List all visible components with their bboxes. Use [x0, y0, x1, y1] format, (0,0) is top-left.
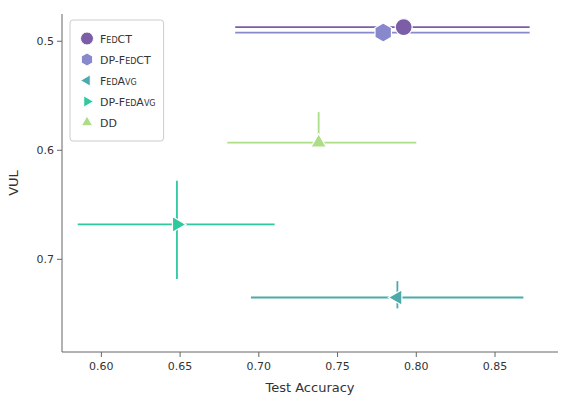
x-tick-label: 0.75: [325, 360, 350, 373]
x-tick: [258, 352, 259, 357]
legend-box: [70, 20, 164, 141]
chart: 0.60 0.65 0.70 0.75 0.80 0.85 0.5 0.6 0.7 Test Ac…: [0, 0, 576, 404]
legend-label: DP-FedCT: [100, 54, 151, 67]
point: [311, 134, 327, 148]
x-axis-label: Test Accuracy: [264, 380, 354, 395]
x-tick: [337, 352, 338, 357]
legend-label: DD: [100, 117, 117, 130]
point: [375, 23, 391, 42]
points: [172, 19, 412, 306]
y-tick: [57, 41, 62, 42]
plot-area: [78, 19, 530, 309]
legend-marker: [81, 32, 94, 45]
y-tick-label: 0.7: [37, 253, 55, 266]
x-tick-label: 0.65: [168, 360, 193, 373]
x-tick: [101, 352, 102, 357]
y-axis-line: [62, 14, 63, 352]
y-tick: [57, 150, 62, 151]
x-tick-label: 0.70: [247, 360, 272, 373]
y-tick-label: 0.6: [37, 144, 55, 157]
point: [395, 19, 412, 36]
legend-marker: [81, 116, 92, 126]
x-tick-label: 0.60: [89, 360, 114, 373]
legend-marker: [81, 75, 91, 86]
y-tick-label: 0.5: [37, 35, 55, 48]
legend-label: DP-FedAvg: [100, 96, 156, 109]
x-tick: [495, 352, 496, 357]
y-tick: [57, 259, 62, 260]
x-tick: [416, 352, 417, 357]
point: [172, 217, 186, 233]
legend-marker: [84, 96, 94, 107]
legend-label: FedCT: [100, 33, 132, 46]
x-tick: [180, 352, 181, 357]
legend-marker: [81, 53, 92, 66]
legend: FedCT DP-FedCT FedAvg DP-FedAvg DD: [70, 20, 164, 141]
x-error-bar: [251, 297, 523, 299]
x-tick-label: 0.80: [404, 360, 429, 373]
legend-label: FedAvg: [100, 75, 137, 88]
point: [388, 290, 402, 306]
x-tick-label: 0.85: [483, 360, 508, 373]
x-axis-line: [62, 352, 558, 353]
y-axis-label: VUL: [6, 169, 21, 195]
